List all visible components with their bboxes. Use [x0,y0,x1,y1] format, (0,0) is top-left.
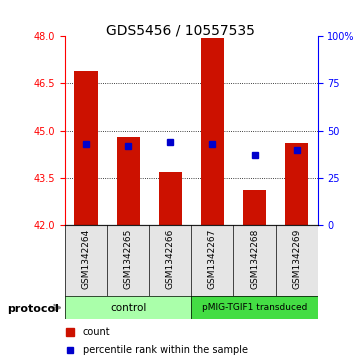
Bar [275,225,318,298]
Text: count: count [83,327,110,337]
Bar [285,143,308,225]
Text: GSM1342269: GSM1342269 [292,229,301,289]
Bar [65,225,107,298]
Bar [74,71,97,225]
Text: pMIG-TGIF1 transduced: pMIG-TGIF1 transduced [202,303,307,312]
Bar [191,296,318,319]
Text: protocol: protocol [7,304,59,314]
Bar [191,225,234,298]
Text: percentile rank within the sample: percentile rank within the sample [83,345,248,355]
Bar [149,225,191,298]
Bar [117,137,140,225]
Text: GSM1342266: GSM1342266 [166,229,175,289]
Text: GSM1342264: GSM1342264 [82,229,91,289]
Bar [65,296,191,319]
Text: GSM1342268: GSM1342268 [250,229,259,289]
Bar [107,225,149,298]
Text: control: control [110,303,146,313]
Bar [243,191,266,225]
Text: GSM1342267: GSM1342267 [208,229,217,289]
Bar [234,225,275,298]
Bar [159,172,182,225]
Bar [201,38,224,225]
Text: GSM1342265: GSM1342265 [124,229,132,289]
Text: GDS5456 / 10557535: GDS5456 / 10557535 [106,24,255,38]
